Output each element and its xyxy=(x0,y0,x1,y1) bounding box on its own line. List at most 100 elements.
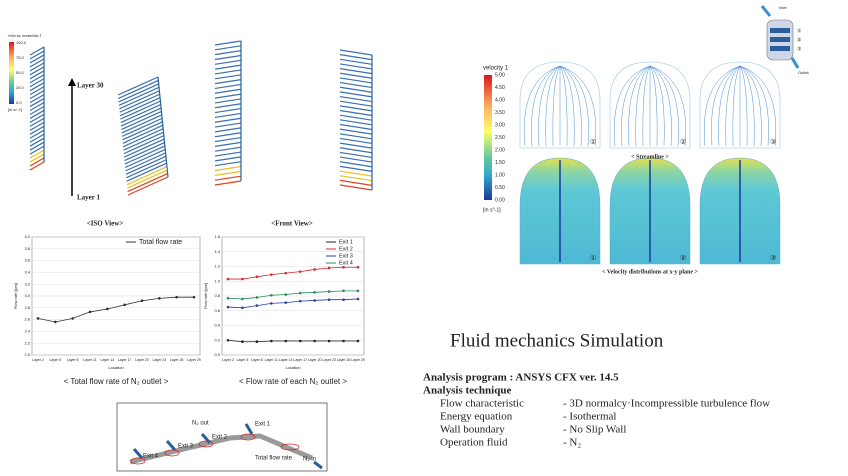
x-tick-label: Layer 23 xyxy=(322,358,336,362)
stream-layer xyxy=(339,91,373,98)
stream-layer xyxy=(339,114,373,121)
data-point xyxy=(298,339,302,343)
x-tick-label: Layer 26 xyxy=(337,358,351,362)
stream-layer xyxy=(214,50,242,56)
stream-layer xyxy=(214,112,242,119)
layer-label: Layer 30 xyxy=(77,82,104,90)
y-tick-label: 0.6 xyxy=(214,308,220,313)
stream-layer xyxy=(123,138,165,158)
stream-layer xyxy=(339,49,373,56)
legend-tick: 50.0 xyxy=(16,70,25,75)
diagram-label: Exit 1 xyxy=(255,422,271,428)
stream-layer xyxy=(29,62,45,72)
streamline xyxy=(739,65,755,147)
stream-layer xyxy=(122,128,164,148)
arrow-head xyxy=(68,78,76,86)
y-tick-label: 3.0 xyxy=(24,293,30,298)
color-bar xyxy=(9,42,14,104)
data-point xyxy=(298,270,302,273)
diagram-label: Exit 4 xyxy=(143,454,159,460)
stream-layer xyxy=(121,110,162,131)
legend-tick: 100.0 xyxy=(16,40,27,45)
y-tick-label: 1.2 xyxy=(214,264,220,269)
stream-layer xyxy=(339,184,373,191)
stream-layer xyxy=(29,105,45,116)
y-tick-label: 2.4 xyxy=(24,328,30,333)
stream-layer xyxy=(29,46,45,56)
info-value: - 3D normalcy·Incompressible turbulence … xyxy=(563,398,770,410)
legend-tick: 4.50 xyxy=(495,85,505,91)
charts: 2.0 2.2 2.4 2.6 2.8 3.0 3.2 3.4 3.6 3.8 4.0 Layer 2… xyxy=(13,234,365,386)
stream-layer xyxy=(29,141,45,151)
stream-layer xyxy=(29,113,45,123)
legend-tick: 5.00 xyxy=(495,72,505,78)
series-line xyxy=(228,266,358,280)
simulation-info: Fluid mechanics Simulation Analysis prog… xyxy=(423,330,770,448)
stream-layer xyxy=(127,169,168,189)
cfd-caption: < Streamline > xyxy=(631,154,669,160)
info-line: Analysis technique xyxy=(423,385,511,397)
info-key: Energy equation xyxy=(440,411,513,423)
streamline xyxy=(524,65,561,147)
chart-title: < Flow rate of each N₂ outlet > xyxy=(239,377,347,386)
stream-layer xyxy=(214,151,242,157)
y-tick-label: 3.8 xyxy=(24,246,30,251)
icon-label: Outlet xyxy=(798,70,810,75)
data-point xyxy=(313,339,316,343)
streamline xyxy=(552,65,561,147)
y-axis-label: Flow rate [lpm] xyxy=(13,283,18,309)
legend-tick: 1.50 xyxy=(495,160,505,166)
y-tick-label: 3.4 xyxy=(24,269,30,274)
data-point xyxy=(175,295,178,299)
streamline xyxy=(628,65,651,147)
streamline xyxy=(649,65,679,147)
stream-layer xyxy=(339,105,373,112)
stream-layer xyxy=(29,54,45,64)
data-point xyxy=(226,305,230,309)
streamline xyxy=(649,65,686,147)
x-tick-label: Layer 2 xyxy=(222,358,234,362)
streamline xyxy=(635,65,651,147)
cfd-results: ① ① ② ② ③ ③ xyxy=(519,61,781,265)
stream-layer xyxy=(29,157,45,167)
stream-layer xyxy=(29,153,45,163)
stream-layer xyxy=(126,166,168,186)
y-tick-label: 3.6 xyxy=(24,258,30,263)
data-point xyxy=(192,295,196,299)
y-tick-label: 0.4 xyxy=(214,323,220,328)
stream-layer xyxy=(127,173,168,193)
streamline xyxy=(739,65,769,147)
stream-layer xyxy=(339,95,373,103)
stream-layer xyxy=(124,145,166,165)
stream-layer xyxy=(118,83,159,103)
streamline xyxy=(704,65,741,147)
data-point xyxy=(313,268,316,271)
stream-layer xyxy=(124,148,166,168)
stream-views xyxy=(29,40,373,196)
stream-layer xyxy=(29,86,45,96)
legend-label: Exit 2 xyxy=(339,246,353,252)
legend-tick: 2.00 xyxy=(495,147,505,153)
x-tick-label: Layer 17 xyxy=(293,358,307,362)
stream-layer xyxy=(29,101,45,112)
stream-layer xyxy=(29,161,45,171)
x-tick-label: Layer 14 xyxy=(101,358,115,362)
stream-layer xyxy=(339,151,373,159)
stream-layer xyxy=(214,117,242,123)
streamline xyxy=(559,65,568,147)
stream-layer xyxy=(121,117,163,137)
stream-layer xyxy=(214,127,242,133)
legend-tick: 4.00 xyxy=(495,97,505,103)
data-point xyxy=(106,307,109,311)
data-point xyxy=(255,304,259,307)
diagram-label: Exit 2 xyxy=(212,435,228,441)
streamline xyxy=(642,65,651,147)
series-line xyxy=(227,339,358,343)
stream-layer xyxy=(339,123,373,131)
chart-title: < Total flow rate of N₂ outlet > xyxy=(64,377,169,386)
data-point xyxy=(284,271,288,275)
case-number: ② xyxy=(797,37,802,43)
x-tick-label: Layer 11 xyxy=(83,358,96,362)
pipe xyxy=(129,433,313,465)
stream-layer xyxy=(339,54,373,61)
